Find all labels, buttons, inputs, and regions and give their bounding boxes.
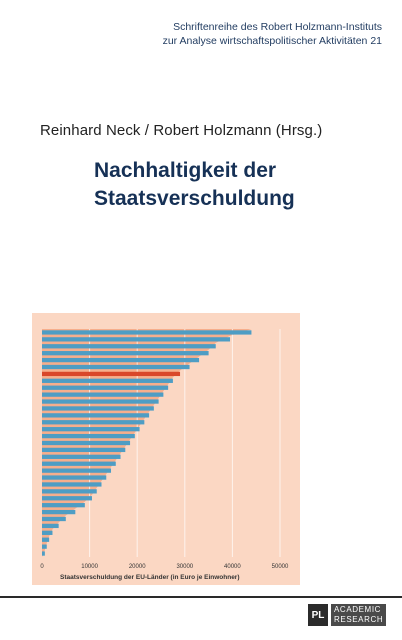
title-line-1: Nachhaltigkeit der	[94, 159, 277, 182]
chart-bar	[42, 509, 76, 515]
x-tick-label: 0	[40, 564, 44, 570]
publisher-name: ACADEMIC RESEARCH	[331, 604, 387, 626]
chart-bar	[42, 427, 140, 432]
chart-bar	[42, 503, 85, 508]
chart-bar	[42, 447, 126, 453]
chart-tick-labels: 0 10000 20000 30000 40000 50000	[40, 564, 289, 570]
chart-bar	[42, 440, 131, 446]
pl-logo-icon: PL	[308, 604, 328, 626]
chart-bar	[42, 330, 252, 335]
x-tick-label: 40000	[224, 564, 241, 570]
chart-bar	[42, 378, 173, 383]
chart-bar	[42, 468, 112, 473]
chart-bar	[42, 537, 50, 542]
chart-bar	[42, 489, 97, 494]
chart-bar	[42, 496, 92, 501]
chart-bar	[42, 413, 150, 418]
x-tick-label: 20000	[129, 564, 146, 570]
title-line-2: Staatsverschuldung	[94, 187, 295, 210]
chart-bar	[42, 344, 216, 349]
series-info: Schriftenreihe des Robert Holzmann-Insti…	[62, 20, 382, 48]
publisher-line-1: ACADEMIC	[334, 605, 382, 614]
chart-bar	[42, 351, 209, 356]
chart-bar	[42, 454, 121, 459]
chart-bar	[42, 385, 169, 390]
highlight-bar	[42, 371, 181, 377]
chart-bar	[42, 399, 159, 404]
chart-bar	[42, 337, 231, 342]
cover-chart: 0 10000 20000 30000 40000 50000 Staatsverschu…	[32, 313, 300, 585]
chart-bar	[42, 523, 59, 529]
chart-bar	[42, 364, 190, 370]
chart-svg: 0 10000 20000 30000 40000 50000 Staatsverschu…	[40, 329, 289, 581]
book-title: Nachhaltigkeit der Staatsverschuldung	[94, 157, 295, 213]
chart-bar	[42, 544, 47, 549]
x-tick-label: 10000	[81, 564, 98, 570]
chart-bar	[42, 530, 53, 535]
chart-bars	[42, 330, 252, 556]
authors: Reinhard Neck / Robert Holzmann (Hrsg.)	[40, 122, 323, 139]
chart-x-axis-label: Staatsverschuldung der EU-Länder (in Eur…	[60, 574, 240, 581]
chart-bar	[42, 433, 135, 439]
chart-bar	[42, 551, 45, 556]
chart-bar	[42, 516, 66, 522]
bottom-rule	[0, 596, 402, 598]
chart-bar	[42, 482, 102, 487]
chart-bar	[42, 461, 116, 466]
series-line-2: zur Analyse wirtschaftspolitischer Aktiv…	[162, 35, 382, 47]
publisher-line-2: RESEARCH	[334, 615, 384, 624]
chart-bar	[42, 475, 107, 480]
chart-bar	[42, 420, 145, 425]
chart-bar	[42, 357, 200, 363]
x-tick-label: 50000	[272, 564, 289, 570]
chart-bar	[42, 392, 164, 397]
publisher-logo: PL ACADEMIC RESEARCH	[308, 602, 387, 628]
chart-bar	[42, 406, 154, 411]
x-tick-label: 30000	[176, 564, 193, 570]
series-line-1: Schriftenreihe des Robert Holzmann-Insti…	[173, 21, 382, 33]
